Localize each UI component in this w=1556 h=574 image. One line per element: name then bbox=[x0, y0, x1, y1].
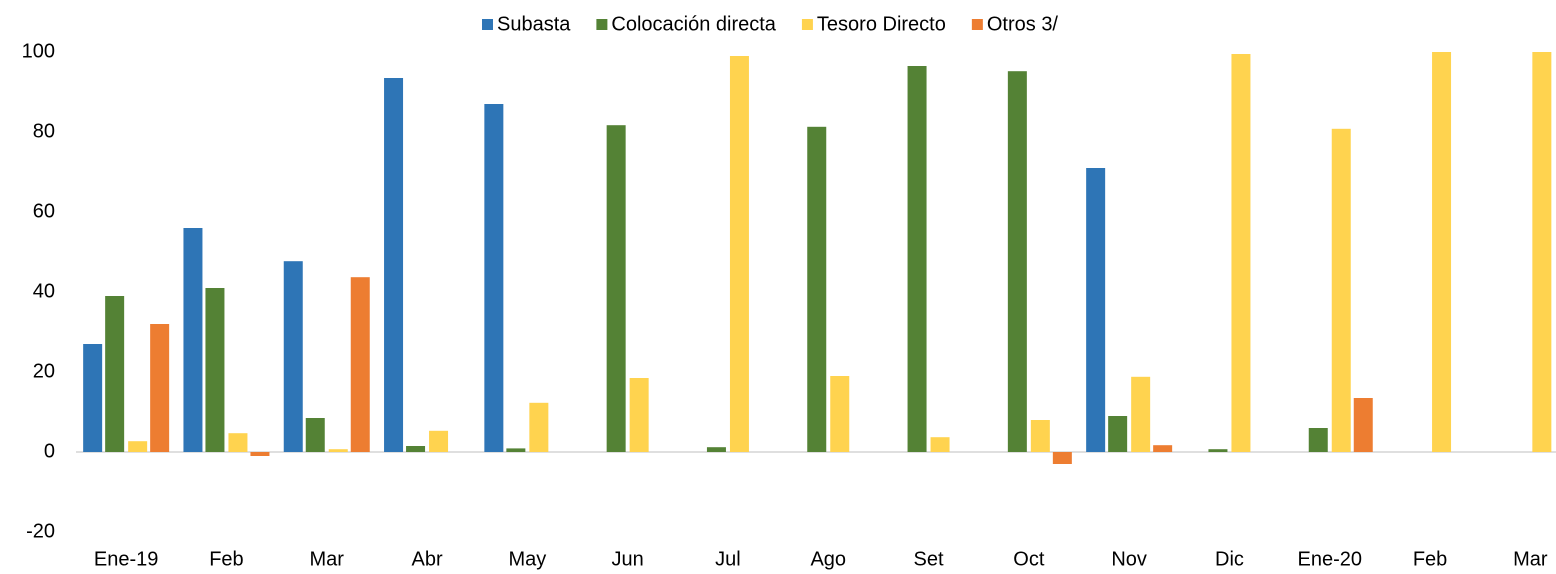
bar bbox=[930, 437, 950, 452]
x-tick-label: Jul bbox=[715, 548, 741, 570]
bar bbox=[529, 402, 549, 452]
x-tick-label: Ago bbox=[810, 548, 846, 570]
y-tick-label: 20 bbox=[33, 360, 55, 382]
x-tick-label: Set bbox=[914, 548, 944, 570]
bar bbox=[1331, 128, 1351, 453]
bar bbox=[305, 418, 325, 452]
bar bbox=[384, 78, 404, 452]
bar bbox=[1131, 376, 1151, 452]
y-tick-label: -20 bbox=[26, 520, 55, 542]
bar bbox=[283, 261, 303, 452]
bar bbox=[830, 376, 850, 452]
y-tick-label: 80 bbox=[33, 120, 55, 142]
bar bbox=[606, 125, 626, 452]
bar bbox=[406, 446, 426, 452]
y-tick-label: 60 bbox=[33, 200, 55, 222]
x-tick-label: May bbox=[508, 548, 546, 570]
legend-swatch bbox=[801, 19, 813, 30]
bar bbox=[328, 449, 348, 452]
bar bbox=[1108, 416, 1128, 452]
legend-label: Tesoro Directo bbox=[817, 13, 946, 35]
bar bbox=[629, 378, 649, 452]
x-tick-label: Feb bbox=[209, 548, 243, 570]
bar bbox=[1086, 168, 1106, 452]
y-tick-label: 100 bbox=[22, 40, 55, 62]
bar bbox=[429, 430, 449, 452]
y-tick-label: 40 bbox=[33, 280, 55, 302]
x-tick-label: Oct bbox=[1013, 548, 1045, 570]
bar bbox=[105, 296, 125, 452]
bar bbox=[1353, 398, 1373, 452]
legend-label: Colocación directa bbox=[611, 13, 776, 35]
bar bbox=[729, 56, 749, 452]
bar bbox=[350, 277, 370, 452]
bar bbox=[1052, 452, 1072, 464]
bar bbox=[1432, 52, 1452, 452]
bar bbox=[1308, 428, 1328, 452]
bar bbox=[250, 452, 270, 456]
legend-label: Subasta bbox=[497, 13, 571, 35]
bar bbox=[1007, 71, 1027, 452]
bar bbox=[907, 66, 927, 452]
bar bbox=[506, 448, 526, 452]
bar bbox=[1030, 420, 1050, 452]
bar bbox=[205, 288, 225, 452]
x-tick-label: Mar bbox=[310, 548, 345, 570]
bar bbox=[150, 324, 170, 452]
x-tick-label: Ene-20 bbox=[1298, 548, 1363, 570]
x-tick-label: Abr bbox=[411, 548, 442, 570]
bar bbox=[183, 228, 203, 452]
x-tick-label: Feb bbox=[1413, 548, 1447, 570]
legend-label: Otros 3/ bbox=[987, 13, 1059, 35]
legend-swatch bbox=[971, 19, 983, 30]
bar bbox=[1532, 52, 1552, 452]
bar bbox=[484, 104, 504, 452]
x-tick-label: Dic bbox=[1215, 548, 1244, 570]
bar bbox=[1153, 445, 1173, 452]
bar bbox=[1208, 449, 1228, 452]
bar bbox=[706, 447, 726, 452]
legend-swatch bbox=[596, 19, 608, 30]
y-tick-label: 0 bbox=[44, 440, 55, 462]
legend-swatch bbox=[482, 19, 493, 30]
bar bbox=[228, 433, 248, 452]
bar bbox=[83, 344, 103, 452]
bar bbox=[807, 126, 827, 453]
x-tick-label: Ene-19 bbox=[94, 548, 159, 570]
bar bbox=[128, 441, 148, 452]
x-tick-label: Mar bbox=[1513, 548, 1548, 570]
bar bbox=[1231, 54, 1251, 452]
x-tick-label: Nov bbox=[1111, 548, 1147, 570]
x-tick-label: Jun bbox=[612, 548, 644, 570]
